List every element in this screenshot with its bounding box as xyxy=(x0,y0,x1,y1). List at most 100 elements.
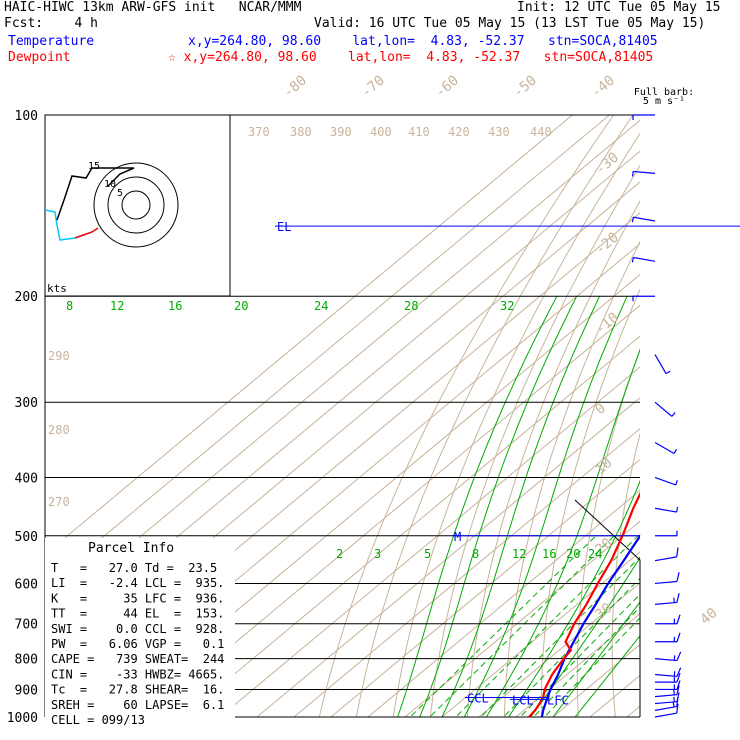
hodograph-frame xyxy=(44,114,231,297)
theta-label: 380 xyxy=(290,125,312,139)
wind-barb xyxy=(654,651,682,662)
pressure-tick-label: 800 xyxy=(15,653,38,668)
mixing-ratio-label: 28 xyxy=(404,299,418,313)
pressure-tick-label: 1000 xyxy=(7,711,38,726)
mixing-ratio-label: 20 xyxy=(566,547,580,561)
init-time: Init: 12 UTC Tue 05 May 15 xyxy=(517,0,721,15)
lcl-label: LCL xyxy=(512,693,534,707)
mixing-ratio-label: 5 xyxy=(424,547,431,561)
hodograph-ring-label: 15 xyxy=(88,161,100,172)
isotherm-right-label: 40 xyxy=(697,605,720,628)
hodograph-unit-label: kts xyxy=(47,282,67,295)
isotherm-right-label: -20 xyxy=(592,230,622,259)
temperature-location-info: x,y=264.80, 98.60 lat,lon= 4.83, -52.37 … xyxy=(188,34,658,49)
isotherm-top-label: -60 xyxy=(432,73,462,102)
mixing-ratio-label: 12 xyxy=(512,547,526,561)
parcel-line: SWI = 0.0 CCL = 928. xyxy=(51,622,224,636)
temperature-profile xyxy=(540,534,640,717)
theta-label: 430 xyxy=(488,125,510,139)
dry-adiabat-line xyxy=(318,115,615,717)
parcel-line: SREH = 60 LAPSE= 6.1 xyxy=(51,698,224,712)
dry-adiabat-line xyxy=(611,432,640,717)
hodograph-ring xyxy=(121,190,151,220)
ccl-label: CCL xyxy=(467,691,489,705)
hodograph-ring-label: 5 xyxy=(117,188,123,199)
isotherm-line xyxy=(45,115,611,586)
pressure-tick-label: 200 xyxy=(15,290,38,305)
wind-barb xyxy=(632,295,655,302)
wind-barb xyxy=(654,401,676,417)
theta-label: 440 xyxy=(530,125,552,139)
parcel-line: LI = -2.4 LCL = 935. xyxy=(51,576,224,590)
theta-label: 280 xyxy=(48,423,70,437)
lfc-label: LFC xyxy=(547,694,569,708)
wind-barb xyxy=(654,354,671,375)
dry-adiabat-line xyxy=(646,88,740,730)
pressure-tick-label: 300 xyxy=(15,396,38,411)
mixing-ratio-label: 20 xyxy=(234,299,248,313)
hodograph-trace-mid xyxy=(74,227,99,239)
barb-title: Full barb: xyxy=(634,87,694,98)
mixing-ratio-line xyxy=(480,556,640,717)
parcel-box xyxy=(45,538,235,720)
mixing-ratio-line xyxy=(409,535,597,717)
dewpoint-legend: Dewpoint xyxy=(8,50,71,65)
forecast-hour: Fcst: 4 h xyxy=(4,16,98,31)
wind-barb xyxy=(631,216,656,223)
wind-barb xyxy=(654,692,680,705)
moist-adiabat-line xyxy=(574,635,640,717)
wind-barb xyxy=(654,507,679,513)
isotherm-right-label: 10 xyxy=(592,455,615,478)
wind-barb xyxy=(654,593,680,605)
isotherm-line xyxy=(145,304,640,717)
dry-adiabat-line xyxy=(503,240,640,717)
dry-adiabat-line xyxy=(711,88,740,730)
valid-time: Valid: 16 UTC Tue 05 May 15 (13 LST Tue … xyxy=(314,16,706,31)
mixing-ratio-label: 24 xyxy=(314,299,328,313)
barb-unit: 5 m s⁻¹ xyxy=(643,96,685,107)
hodograph-trace-high xyxy=(56,167,135,221)
mixing-ratio-label: 12 xyxy=(110,299,124,313)
dry-adiabat-line xyxy=(392,132,640,717)
isotherm-line xyxy=(45,119,640,617)
wind-barb xyxy=(655,614,681,625)
mixing-ratio-label: 8 xyxy=(472,547,479,561)
wind-barb xyxy=(654,547,679,562)
pressure-tick-label: 600 xyxy=(15,577,38,592)
wind-barb xyxy=(655,632,681,643)
wind-barb xyxy=(654,685,680,698)
theta-label: 370 xyxy=(248,125,270,139)
isotherm-line xyxy=(626,705,640,717)
mixing-ratio-line xyxy=(519,593,640,717)
isotherm-line xyxy=(330,458,640,717)
moist-adiabat-line xyxy=(530,556,640,717)
parcel-line: CAPE = 739 SWEAT= 244 xyxy=(51,652,224,666)
isotherm-top-label: -80 xyxy=(280,73,310,102)
parcel-title: Parcel Info xyxy=(88,541,174,556)
isotherm-line xyxy=(45,115,574,556)
mixing-ratio-label: 2 xyxy=(336,547,343,561)
dry-adiabat-line xyxy=(540,288,640,717)
el-label: EL xyxy=(277,220,291,234)
frame-bevel xyxy=(574,499,641,717)
isotherm-line xyxy=(404,520,640,717)
mixing-ratio-label: 24 xyxy=(588,547,602,561)
parcel-line: K = 35 LFC = 936. xyxy=(51,591,224,605)
parcel-line: CELL = 099/13 xyxy=(51,713,145,727)
isotherm-line xyxy=(478,582,640,717)
isotherm-line xyxy=(182,335,640,717)
wind-barb xyxy=(654,667,682,678)
wind-barb xyxy=(655,672,681,683)
dry-adiabat-line xyxy=(679,88,740,730)
theta-label: 400 xyxy=(370,125,392,139)
wind-barb xyxy=(655,680,681,691)
dry-adiabat-line xyxy=(429,164,640,717)
isotherm-line xyxy=(367,489,640,717)
isotherm-line xyxy=(515,613,640,717)
theta-label: 270 xyxy=(48,495,70,509)
pressure-tick-label: 700 xyxy=(15,618,38,633)
wind-barb xyxy=(654,572,680,585)
hodograph-ring xyxy=(107,176,165,234)
theta-label: 420 xyxy=(448,125,470,139)
